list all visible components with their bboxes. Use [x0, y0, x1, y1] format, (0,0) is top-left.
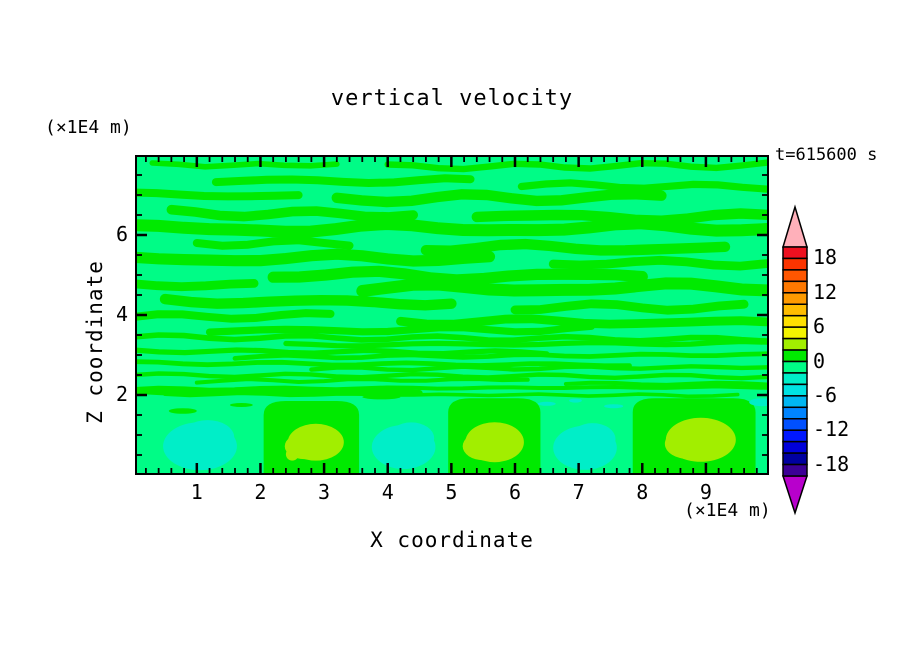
z-tick-label-2: 2	[115, 382, 128, 406]
velocity-streak	[309, 364, 767, 373]
x-tick-label-8: 8	[636, 480, 649, 504]
velocity-streak	[137, 371, 767, 381]
velocity-streak	[159, 293, 457, 311]
colorbar-label-6: 6	[813, 314, 826, 339]
colorbar-segment	[782, 314, 808, 328]
velocity-streak	[137, 359, 632, 369]
x-axis-label: X coordinate	[370, 528, 534, 552]
colorbar-segment	[782, 326, 808, 340]
velocity-streak	[137, 217, 767, 238]
colorbar-segment	[782, 292, 808, 306]
plot-title: vertical velocity	[330, 86, 574, 111]
x-tick-label-2: 2	[254, 480, 267, 504]
downdraft-cell-lobe	[181, 420, 235, 455]
velocity-streak	[137, 279, 259, 292]
teal-speck	[569, 398, 582, 403]
velocity-streak	[396, 314, 767, 329]
colorbar-segment	[782, 383, 808, 397]
colorbar-label-0: 0	[813, 348, 826, 373]
velocity-streak	[510, 299, 749, 315]
colorbar-segment	[782, 280, 808, 294]
colorbar-segment	[782, 395, 808, 409]
velocity-streak	[137, 309, 335, 323]
velocity-streak	[331, 189, 667, 208]
velocity-streak	[267, 265, 648, 286]
colorbar-segment	[782, 360, 808, 374]
velocity-streak	[166, 204, 418, 222]
plot-frame	[135, 155, 769, 475]
velocity-streak	[420, 238, 731, 256]
z-tick-label-4: 4	[115, 302, 128, 326]
colorbar-label-18: 18	[813, 245, 838, 270]
updraft-core-lobe	[664, 428, 714, 460]
downdraft-cell-lobe	[569, 423, 616, 455]
velocity-streak	[137, 332, 767, 344]
colorbar-segment	[782, 337, 808, 351]
velocity-streak	[283, 338, 767, 349]
x-tick-label-4: 4	[381, 480, 394, 504]
velocity-streak	[137, 386, 423, 397]
z-tick-label-6: 6	[115, 222, 128, 246]
colorbar-segment	[782, 303, 808, 317]
colorbar-label--12: -12	[813, 417, 850, 442]
colorbar-segment	[782, 452, 808, 466]
colorbar-segment	[782, 440, 808, 454]
velocity-streak	[163, 391, 740, 399]
velocity-streak	[211, 174, 475, 188]
colorbar-segment	[782, 463, 808, 477]
colorbar-segment	[782, 406, 808, 420]
contour-plot	[137, 157, 767, 473]
colorbar-label--6: -6	[813, 382, 838, 407]
x-tick-label-1: 1	[190, 480, 203, 504]
downdraft-cell-lobe	[388, 422, 435, 455]
x-tick-label-7: 7	[572, 480, 585, 504]
green-speck	[229, 403, 253, 407]
x-axis-unit-label: (×1E4 m)	[684, 500, 771, 521]
z-axis-unit-label: (×1E4 m)	[45, 117, 132, 138]
velocity-streak	[232, 351, 767, 361]
velocity-streak	[356, 277, 767, 297]
x-tick-label-9: 9	[699, 480, 712, 504]
updraft-core-lobe	[462, 432, 504, 461]
colorbar-segment	[782, 269, 808, 283]
teal-speck	[749, 398, 767, 407]
updraft-dot	[285, 447, 299, 461]
velocity-streak	[517, 179, 767, 193]
colorbar-segment	[782, 372, 808, 386]
velocity-streak	[384, 159, 767, 173]
colorbar-segment	[782, 246, 808, 260]
timestamp-label: t=615600 s	[775, 145, 878, 165]
colorbar-under-arrow	[781, 475, 809, 516]
colorbar-segment	[782, 418, 808, 431]
velocity-streak	[137, 188, 303, 201]
teal-speck	[604, 404, 624, 409]
colorbar	[781, 204, 809, 516]
colorbar-label--18: -18	[813, 451, 850, 476]
x-tick-label-3: 3	[318, 480, 331, 504]
colorbar-segment	[782, 429, 808, 443]
velocity-streak	[548, 255, 767, 271]
colorbar-label-12: 12	[813, 279, 838, 304]
velocity-streak	[194, 376, 530, 385]
colorbar-segment	[782, 257, 808, 271]
x-tick-label-5: 5	[445, 480, 458, 504]
velocity-streak	[205, 322, 595, 336]
velocity-streak	[137, 248, 496, 267]
teal-speck	[537, 401, 556, 406]
velocity-streak	[149, 160, 340, 170]
velocity-streak	[563, 380, 767, 387]
velocity-streak	[192, 236, 354, 250]
velocity-streak	[137, 347, 550, 357]
colorbar-segment	[782, 349, 808, 363]
x-tick-label-6: 6	[508, 480, 522, 504]
colorbar-over-arrow	[781, 204, 809, 248]
green-speck	[168, 408, 197, 414]
